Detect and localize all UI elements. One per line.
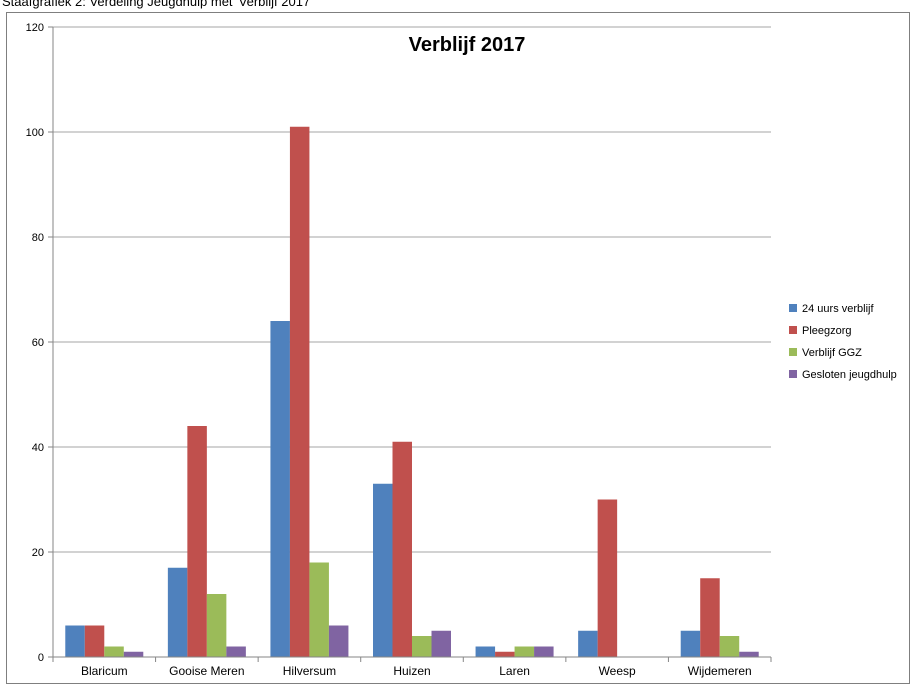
bar [123,651,144,657]
chart-title: Verblijf 2017 [409,34,526,56]
bar [597,499,618,657]
y-tick-label: 60 [32,337,44,349]
bar [739,651,759,657]
legend-swatch [789,304,797,312]
bar [187,426,207,657]
x-tick-label: Blaricum [81,664,128,678]
figure-caption: Staafgrafiek 2: Verdeling Jeugdhulp met … [2,0,311,9]
bar [700,578,720,657]
bar [270,321,290,657]
y-tick-label: 40 [32,442,44,454]
bars [65,126,759,657]
y-tick-label: 100 [26,127,44,139]
bar [475,646,496,657]
x-tick-label: Laren [499,664,530,678]
legend-label: 24 uurs verblijf [802,303,874,315]
legend-label: Gesloten jeugdhulp [802,369,897,381]
bar-chart: 0 20 40 60 80 100 120 Blaricum Gooise Meren Hilv… [26,22,897,678]
bar [206,594,227,657]
legend-swatch [789,348,797,356]
bar [65,625,85,657]
y-tick-label: 80 [32,232,44,244]
gridlines [53,26,771,553]
legend-swatch [789,326,797,334]
bar [514,646,535,657]
bar [84,625,105,657]
bar [104,646,124,657]
bar [680,630,701,657]
x-tick-label: Huizen [393,664,430,678]
axes [52,27,771,658]
bar [226,646,246,657]
bar [309,562,329,657]
legend: 24 uurs verblijf Pleegzorg Verblijf GGZ Ges… [789,303,897,381]
y-tick-label: 20 [32,547,44,559]
bar [373,483,393,657]
x-tick-label: Hilversum [283,664,336,678]
bar [578,630,598,657]
y-tick-label: 0 [38,652,44,664]
y-tick-label: 120 [26,22,44,34]
bar [167,567,188,657]
bar [412,636,432,657]
bar [719,636,740,657]
chart-frame: 0 20 40 60 80 100 120 Blaricum Gooise Meren Hilv… [6,12,910,684]
bar [431,630,451,657]
x-tick-label: Weesp [599,664,636,678]
legend-swatch [789,370,797,378]
bar [328,625,349,657]
x-tick-label: Wijdemeren [688,664,752,678]
bar [534,646,554,657]
bar [495,651,515,657]
bar [392,441,412,657]
legend-label: Verblijf GGZ [802,347,862,359]
x-axis-ticks: Blaricum Gooise Meren Hilversum Huizen Laren… [52,657,772,678]
x-tick-label: Gooise Meren [169,664,244,678]
bar [289,126,310,657]
legend-label: Pleegzorg [802,325,852,337]
y-axis-ticks: 0 20 40 60 80 100 120 [26,22,53,664]
